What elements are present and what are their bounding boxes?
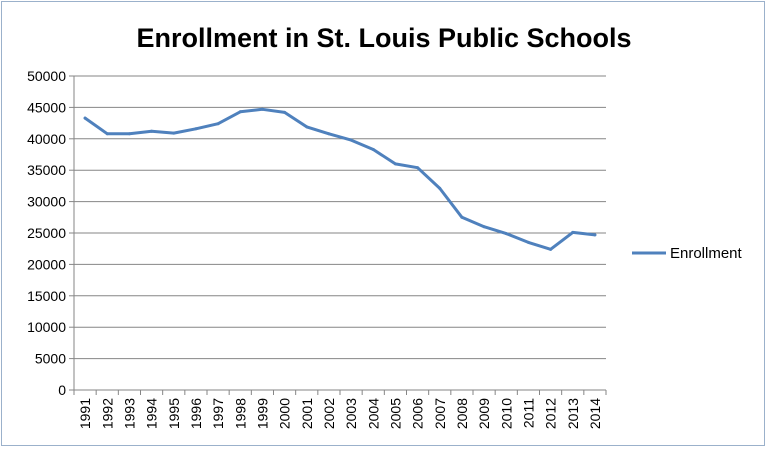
x-tick-label: 1994: [144, 398, 160, 429]
chart-title: Enrollment in St. Louis Public Schools: [136, 23, 631, 53]
x-tick-label: 2008: [454, 398, 470, 429]
data-point: [105, 132, 109, 136]
series-line-enrollment: [83, 107, 597, 251]
data-point: [216, 122, 220, 126]
data-point: [127, 132, 131, 136]
y-tick-label: 45000: [27, 99, 66, 115]
data-point: [416, 166, 420, 170]
x-tick-label: 2013: [565, 398, 581, 429]
y-tick-label: 20000: [27, 256, 66, 272]
data-point: [238, 110, 242, 114]
x-tick-label: 1993: [121, 398, 137, 429]
y-tick-label: 25000: [27, 225, 66, 241]
data-point: [260, 107, 264, 111]
x-tick-label: 1991: [77, 398, 93, 429]
data-point: [393, 162, 397, 166]
x-tick-label: 2004: [365, 398, 381, 429]
data-point: [83, 116, 87, 120]
x-tick-label: 2010: [498, 398, 514, 429]
x-tick-label: 1996: [188, 398, 204, 429]
x-tick-label: 2003: [343, 398, 359, 429]
data-point: [305, 125, 309, 129]
y-tick-label: 15000: [27, 288, 66, 304]
data-point: [150, 129, 154, 133]
x-tick-label: 2005: [387, 398, 403, 429]
data-point: [571, 230, 575, 234]
y-tick-label: 40000: [27, 131, 66, 147]
y-tick-label: 30000: [27, 194, 66, 210]
x-tick-label: 2007: [432, 398, 448, 429]
data-point: [283, 110, 287, 114]
x-tick-label: 2006: [410, 398, 426, 429]
data-point: [482, 225, 486, 229]
y-tick-label: 35000: [27, 162, 66, 178]
series-lines: [83, 107, 597, 251]
x-tick-label: 2001: [299, 398, 315, 429]
x-tick-label: 1992: [99, 398, 115, 429]
x-tick-label: 2002: [321, 398, 337, 429]
data-point: [504, 232, 508, 236]
gridlines: [74, 75, 606, 360]
y-tick-label: 50000: [27, 68, 66, 84]
x-tick-label: 2014: [587, 398, 603, 429]
data-point: [438, 186, 442, 190]
x-tick-label: 1999: [254, 398, 270, 429]
y-axis-ticks: 0 5000 10000 15000 20000 25000 30000 35000 40000…: [27, 68, 74, 398]
data-point: [526, 240, 530, 244]
y-tick-label: 10000: [27, 319, 66, 335]
data-point: [172, 131, 176, 135]
data-point: [460, 215, 464, 219]
data-point: [327, 132, 331, 136]
x-tick-label: 1997: [210, 398, 226, 429]
legend: Enrollment: [632, 245, 743, 262]
data-point: [371, 147, 375, 151]
x-tick-label: 2000: [277, 398, 293, 429]
x-tick-label: 2011: [520, 398, 536, 428]
x-tick-label: 1998: [232, 398, 248, 429]
y-tick-label: 5000: [35, 351, 66, 367]
legend-label-enrollment: Enrollment: [670, 245, 743, 262]
x-tick-label: 2012: [543, 398, 559, 429]
data-point: [349, 138, 353, 142]
x-axis-ticks: 1991 1992 1993 1994 1995 1996 1997 1998 1999 2000…: [73, 390, 607, 429]
x-tick-label: 1995: [166, 398, 182, 429]
y-tick-label: 0: [58, 382, 66, 398]
x-tick-label: 2009: [476, 398, 492, 429]
data-point: [549, 247, 553, 251]
data-point: [194, 127, 198, 131]
data-point: [593, 233, 597, 237]
